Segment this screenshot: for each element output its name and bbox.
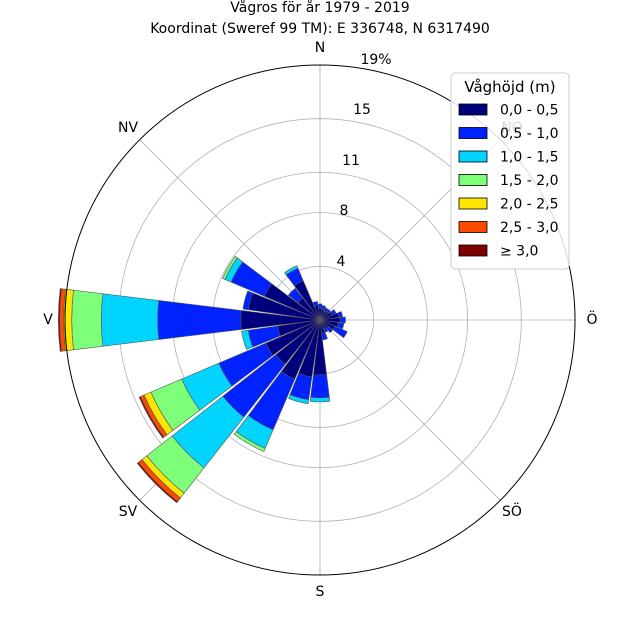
rose-bar-segment [242, 290, 254, 311]
rose-bar-segment [100, 293, 160, 347]
legend: Våghöjd (m) 0,0 - 0,5 0,5 - 1,0 1,0 - 1,5 1… [450, 72, 570, 270]
radial-tick-label: 8 [340, 203, 349, 219]
direction-label-s: S [316, 584, 325, 600]
direction-label-sv: SV [119, 504, 138, 520]
grid-spoke [319, 319, 501, 501]
rose-bar-segment [309, 396, 331, 403]
rose-bar-segment [310, 374, 330, 399]
rose-bar-segment [233, 431, 266, 452]
radial-tick-label: 11 [342, 153, 360, 169]
rose-bar-segment [321, 332, 328, 341]
rose-bar-segment [312, 301, 319, 307]
rose-bars [58, 255, 348, 504]
rose-bar-segment [222, 255, 238, 280]
legend-swatch [458, 127, 488, 139]
rose-bar-segment [317, 303, 323, 309]
rose-bar-segment [332, 325, 348, 339]
rose-bar-segment [71, 289, 104, 351]
rose-bar-segment [337, 322, 345, 330]
rose-bar-segment [288, 394, 309, 405]
legend-label: 0,5 - 1,0 [500, 126, 558, 142]
legend-swatch [458, 244, 488, 257]
rose-bar-segment [337, 311, 343, 318]
radial-tick-label: 19% [360, 52, 391, 68]
direction-label-so: SÖ [502, 502, 522, 520]
legend-label: 1,5 - 2,0 [500, 173, 558, 189]
direction-label-nv: NV [118, 120, 138, 136]
legend-items: 0,0 - 0,5 0,5 - 1,0 1,0 - 1,5 1,5 - 2,0 2,0 … [458, 103, 558, 260]
legend-swatch [458, 197, 488, 210]
legend-swatch [458, 221, 488, 233]
rose-bar-segment [241, 329, 254, 350]
rose-bar-segment [287, 287, 304, 304]
direction-label-n: N [315, 40, 325, 56]
outer-circle [64, 64, 576, 576]
legend-label: 1,0 - 1,5 [500, 150, 558, 166]
rose-bar-segment [326, 326, 334, 334]
rose-bar-segment [157, 300, 242, 340]
rose-bar-segment [138, 396, 165, 439]
rose-bar-segment [136, 462, 178, 504]
legend-swatch [458, 103, 488, 116]
legend-box [450, 72, 570, 270]
rose-bar-segment [284, 265, 299, 276]
legend-label: 2,5 - 3,0 [500, 220, 558, 236]
chart-subtitle: Koordinat (Sweref 99 TM): E 336748, N 63… [150, 21, 490, 37]
legend-swatch [458, 174, 488, 186]
legend-label: ≥ 3,0 [500, 244, 538, 260]
legend-swatch [458, 150, 488, 163]
chart-title: Vågros för år 1979 - 2019 [230, 0, 409, 16]
radial-tick-label: 4 [337, 254, 346, 270]
direction-label-o: Ö [586, 310, 597, 328]
legend-label: 0,0 - 0,5 [500, 103, 558, 119]
rose-bar-segment [58, 288, 62, 352]
rose-bar-segment [330, 309, 337, 316]
legend-title: Våghöjd (m) [464, 78, 555, 96]
polar-frame [64, 64, 576, 576]
legend-label: 2,0 - 2,5 [500, 197, 558, 213]
grid-spoke [139, 139, 321, 321]
direction-label-v: V [43, 312, 53, 328]
rose-bar-segment [339, 316, 346, 324]
radial-tick-label: 15 [353, 102, 371, 118]
rose-bar-segment [321, 305, 326, 311]
